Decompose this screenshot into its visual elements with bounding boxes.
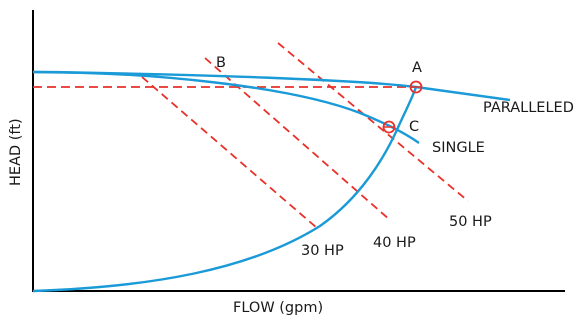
paralleled-label: PARALLELED: [483, 100, 574, 116]
point-c-label: C: [409, 119, 419, 135]
y-axis-title: HEAD (ft): [8, 118, 24, 186]
point-a-label: A: [412, 60, 422, 76]
hp-50-label: 50 HP: [449, 214, 492, 230]
x-axis-title: FLOW (gpm): [233, 300, 323, 316]
point-a-marker: [409, 80, 423, 94]
hp-30-label: 30 HP: [301, 243, 344, 259]
system-curve: [32, 86, 418, 293]
point-c-marker: [382, 120, 396, 134]
hp-30-line: [141, 76, 318, 229]
hp-50-line: [277, 42, 469, 202]
hp-40-label: 40 HP: [373, 235, 416, 251]
paralleled-pump-curve: [32, 70, 511, 102]
single-label: SINGLE: [432, 140, 485, 156]
point-b-label: B: [216, 55, 226, 71]
